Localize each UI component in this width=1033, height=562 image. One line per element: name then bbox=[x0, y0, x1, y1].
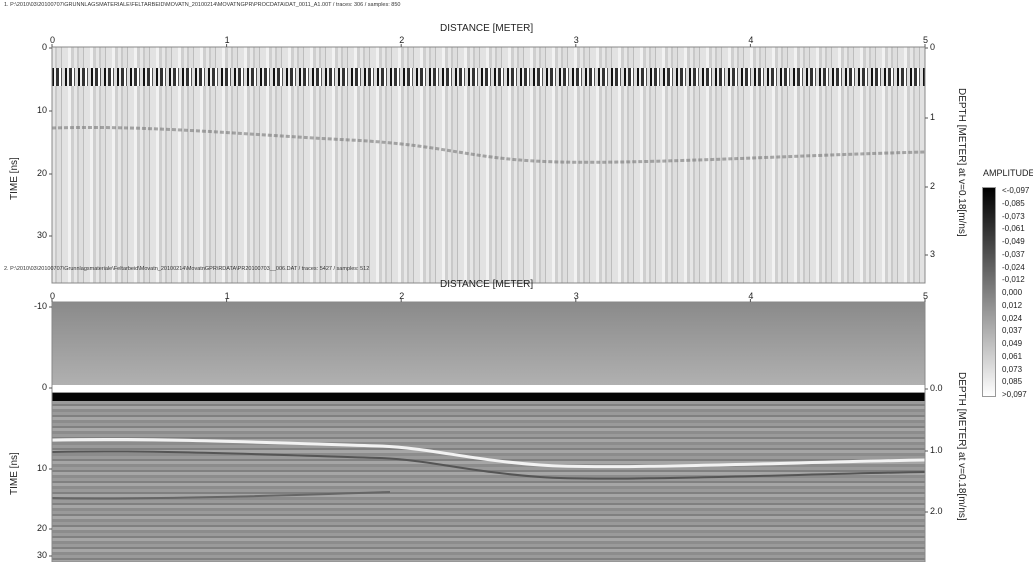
y2-tick-label: 1.0 bbox=[930, 446, 943, 455]
x-tick-label: 3 bbox=[574, 292, 579, 301]
reflector bbox=[52, 492, 390, 498]
x-tick-label: 2 bbox=[399, 292, 404, 301]
reflector bbox=[52, 127, 925, 162]
y2-tick-label: 2 bbox=[930, 182, 935, 191]
colorbar-label: -0,024 bbox=[1002, 264, 1025, 272]
x-tick-label: 4 bbox=[748, 36, 753, 45]
x-axis-title: DISTANCE [METER] bbox=[440, 24, 533, 34]
colorbar-label: -0,085 bbox=[1002, 200, 1025, 208]
x-tick-label: 3 bbox=[574, 36, 579, 45]
colorbar-label: 0,085 bbox=[1002, 378, 1022, 386]
x-tick-label: 2 bbox=[399, 36, 404, 45]
panel-header: 1. P:\2010\03\20100707\GRUNNLAGSMATERIAL… bbox=[4, 3, 400, 9]
y-tick-label: 0 bbox=[42, 383, 47, 392]
colorbar-label: -0,061 bbox=[1002, 225, 1025, 233]
y-tick-label: 30 bbox=[37, 551, 47, 560]
plot-frame bbox=[52, 302, 925, 562]
x-tick-label: 4 bbox=[748, 292, 753, 301]
colorbar-label: 0,061 bbox=[1002, 353, 1022, 361]
y2-tick-label: 0 bbox=[930, 43, 935, 52]
colorbar-label: 0,024 bbox=[1002, 315, 1022, 323]
plot-frame bbox=[52, 47, 925, 283]
y-tick-label: 10 bbox=[37, 464, 47, 473]
x-axis-title: DISTANCE [METER] bbox=[440, 280, 533, 290]
colorbar-label: 0,000 bbox=[1002, 289, 1022, 297]
y2-axis-title: DEPTH [METER] at v=0.18[m/ns] bbox=[956, 372, 966, 521]
y2-tick-label: 3 bbox=[930, 250, 935, 259]
y-axis-title: TIME [ns] bbox=[10, 157, 20, 200]
x-tick-label: 0 bbox=[50, 36, 55, 45]
y2-tick-label: 1 bbox=[930, 113, 935, 122]
panel-header: 2. P:\2010\03\20100707\Grunnlagsmaterial… bbox=[4, 267, 369, 273]
x-tick-label: 1 bbox=[225, 292, 230, 301]
y-axis-title: TIME [ns] bbox=[10, 452, 20, 495]
y2-axis-title: DEPTH [METER] at v=0.18[m/ns] bbox=[956, 88, 966, 237]
colorbar-label: 0,012 bbox=[1002, 302, 1022, 310]
colorbar-label: -0,049 bbox=[1002, 238, 1025, 246]
colorbar-label: -0,073 bbox=[1002, 213, 1025, 221]
reflector bbox=[52, 451, 925, 478]
y-tick-label: 0 bbox=[42, 43, 47, 52]
colorbar-label: <-0,097 bbox=[1002, 187, 1029, 195]
y-tick-label: -10 bbox=[34, 302, 47, 311]
y2-tick-label: 0.0 bbox=[930, 384, 943, 393]
x-tick-label: 5 bbox=[923, 292, 928, 301]
y-tick-label: 20 bbox=[37, 524, 47, 533]
x-tick-label: 1 bbox=[225, 36, 230, 45]
x-tick-label: 0 bbox=[50, 292, 55, 301]
y-tick-label: 30 bbox=[37, 231, 47, 240]
colorbar-title: AMPLITUDE bbox=[983, 169, 1033, 178]
colorbar-label: >0,097 bbox=[1002, 391, 1027, 399]
y-tick-label: 20 bbox=[37, 169, 47, 178]
screen: 1. P:\2010\03\20100707\GRUNNLAGSMATERIAL… bbox=[0, 0, 1033, 562]
colorbar-label: -0,037 bbox=[1002, 251, 1025, 259]
x-tick-label: 5 bbox=[923, 36, 928, 45]
colorbar-label: 0,073 bbox=[1002, 366, 1022, 374]
colorbar-label: 0,037 bbox=[1002, 327, 1022, 335]
y2-tick-label: 2.0 bbox=[930, 507, 943, 516]
y-tick-label: 10 bbox=[37, 106, 47, 115]
colorbar-label: 0,049 bbox=[1002, 340, 1022, 348]
colorbar-label: -0,012 bbox=[1002, 276, 1025, 284]
